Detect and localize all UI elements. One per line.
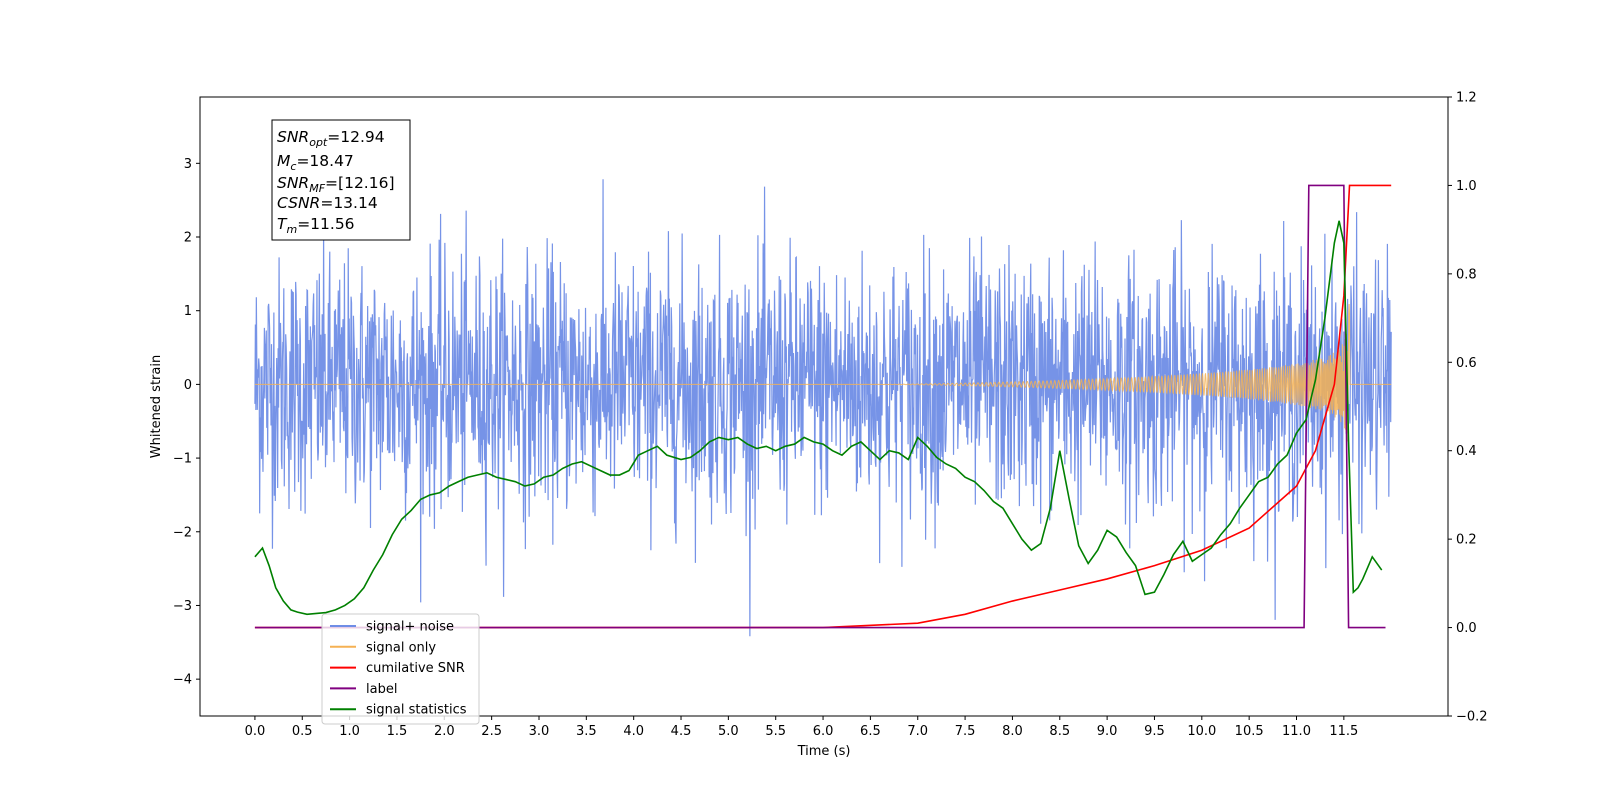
y-axis-title: Whitened strain: [149, 355, 164, 458]
series-signal-statistics: [254, 220, 1383, 616]
info-line: SNRopt=12.94: [277, 128, 385, 149]
info-box: SNRopt=12.94 Mc=18.47SNRMF=[12.16]CSNR=13…: [271, 119, 411, 241]
x-tick-label: 6.5: [860, 724, 881, 739]
plot-frame: [199, 96, 1449, 717]
legend-label: signal statistics: [366, 703, 467, 718]
y-left-tick-label: −1: [173, 452, 192, 467]
x-axis-title: Time (s): [797, 744, 851, 759]
x-tick-label: 2.0: [434, 724, 455, 739]
legend-label: signal+ noise: [366, 620, 454, 635]
x-tick-label: 5.5: [765, 724, 786, 739]
x-tick-label: 9.5: [1144, 724, 1165, 739]
x-tick-label: 10.0: [1187, 724, 1216, 739]
legend-label: label: [366, 682, 397, 697]
info-line: Tm=11.56: [277, 215, 355, 236]
x-tick-label: 3.5: [576, 724, 597, 739]
series-cumilative-snr: [254, 184, 1392, 629]
y-axis-left: −4 −3 −2 −1 0 1 2 3: [173, 157, 200, 688]
series-signal-only: [254, 304, 1392, 442]
info-line: Mc=18.47: [277, 152, 354, 173]
x-tick-label: 11.0: [1282, 724, 1311, 739]
legend: signal+ noise signal only cumilative SNR la…: [321, 613, 480, 725]
y-left-tick-label: −2: [173, 525, 192, 540]
x-tick-label: 9.0: [1097, 724, 1118, 739]
y-left-tick-label: 1: [184, 304, 192, 319]
legend-entry: signal statistics: [330, 703, 467, 718]
y-right-tick-label: 1.0: [1456, 179, 1477, 194]
y-left-tick-label: −4: [173, 673, 192, 688]
series-layer: [254, 179, 1392, 637]
x-tick-label: 3.0: [529, 724, 550, 739]
x-tick-label: 4.0: [623, 724, 644, 739]
x-tick-label: 10.5: [1235, 724, 1264, 739]
y-axis-right: −0.2 0.0 0.2 0.4 0.6 0.8 1.0 1.2: [1448, 91, 1488, 725]
series-label: [254, 184, 1386, 629]
y-left-tick-label: 0: [184, 378, 192, 393]
x-tick-label: 4.5: [671, 724, 692, 739]
series-signal-noise: [254, 179, 1392, 637]
x-tick-label: 8.5: [1049, 724, 1070, 739]
y-right-tick-label: 0.8: [1456, 267, 1477, 282]
x-tick-label: 7.5: [955, 724, 976, 739]
x-tick-label: 8.0: [1002, 724, 1023, 739]
x-tick-label: 0.0: [245, 724, 266, 739]
info-line: SNRMF=[12.16]: [277, 174, 395, 195]
legend-frame: [321, 613, 480, 725]
x-tick-label: 1.5: [387, 724, 408, 739]
legend-entry: signal+ noise: [330, 620, 454, 635]
y-right-tick-label: 0.4: [1456, 444, 1477, 459]
info-line: CSNR=13.14: [277, 194, 378, 212]
x-tick-label: 11.5: [1329, 724, 1358, 739]
x-tick-label: 0.5: [292, 724, 313, 739]
legend-label: cumilative SNR: [366, 661, 465, 676]
y-left-tick-label: 3: [184, 157, 192, 172]
y-right-tick-label: −0.2: [1456, 710, 1488, 725]
x-axis: 0.0 0.5 1.0 1.5 2.0 2.5 3.0 3.5 4.0 4.5 5.0 5.5 6.0 6…: [245, 716, 1358, 739]
y-left-tick-label: −3: [173, 599, 192, 614]
x-tick-label: 7.0: [907, 724, 928, 739]
legend-label: signal only: [366, 640, 436, 655]
info-box-frame: [271, 119, 411, 241]
y-left-tick-label: 2: [184, 231, 192, 246]
legend-entry: signal only: [330, 640, 436, 655]
x-tick-label: 5.0: [718, 724, 739, 739]
y-right-tick-label: 0.2: [1456, 533, 1477, 548]
y-right-tick-label: 0.6: [1456, 356, 1477, 371]
x-tick-label: 1.0: [339, 724, 360, 739]
legend-entry: label: [330, 682, 397, 697]
y-right-tick-label: 0.0: [1456, 621, 1477, 636]
legend-entry: cumilative SNR: [330, 661, 465, 676]
x-tick-label: 6.0: [813, 724, 834, 739]
x-tick-label: 2.5: [481, 724, 502, 739]
y-right-tick-label: 1.2: [1456, 91, 1477, 106]
